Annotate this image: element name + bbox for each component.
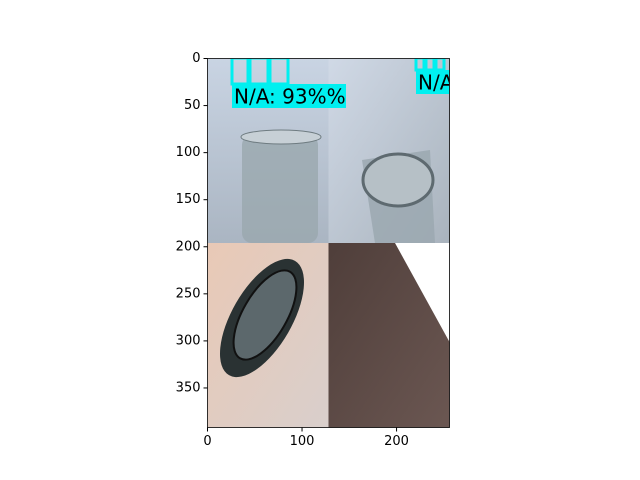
annotation: N/A: 93%% bbox=[234, 85, 346, 109]
x-tick-label: 100 bbox=[290, 434, 315, 449]
y-tick-label: 200 bbox=[176, 239, 201, 254]
y-tick-label: 100 bbox=[176, 145, 201, 160]
y-tick-label: 300 bbox=[176, 333, 201, 348]
axes-frame bbox=[207, 58, 450, 428]
x-tick-label: 200 bbox=[384, 434, 409, 449]
x-tick-label: 0 bbox=[203, 434, 211, 449]
annotation: N/A bbox=[418, 71, 454, 95]
y-tick-label: 150 bbox=[176, 192, 201, 207]
image: N/A: 93%% N/A bbox=[207, 58, 454, 428]
y-tick-label: 50 bbox=[184, 98, 201, 113]
y-tick-label: 0 bbox=[192, 51, 200, 66]
y-tick-label: 250 bbox=[176, 286, 201, 301]
y-tick-label: 350 bbox=[176, 380, 201, 395]
